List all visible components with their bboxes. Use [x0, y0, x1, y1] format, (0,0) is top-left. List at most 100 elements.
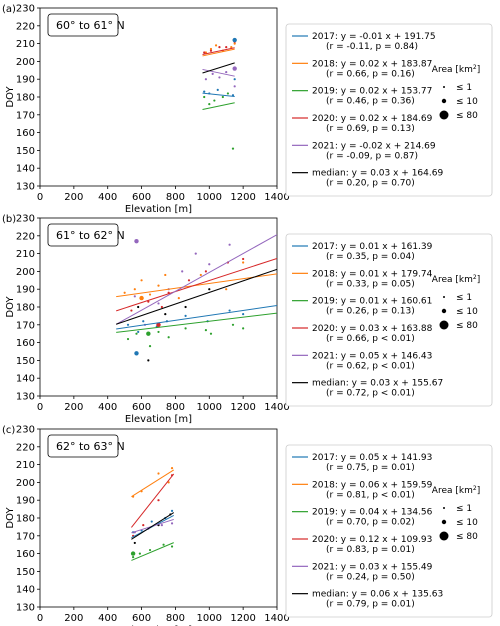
data-point-2021: [233, 85, 236, 88]
y-tick-label: 150: [16, 146, 35, 157]
panel-c: (c) 130 140 150 160 170 180 190 200 210 220 230 0 200…: [2, 425, 493, 626]
data-point-2017: [170, 509, 174, 512]
legend-box: [285, 233, 493, 407]
regression-line-2019: [202, 102, 235, 111]
area-legend-marker: [441, 308, 447, 314]
data-point-2018: [177, 297, 180, 300]
data-point-2018: [123, 291, 126, 294]
y-tick-label: 130: [16, 182, 35, 193]
legend-equation-2020: 2020: y = 0.12 x + 109.93: [312, 535, 432, 545]
area-legend-label: ≤ 80: [456, 321, 478, 331]
area-legend-marker: [441, 98, 447, 104]
data-point-2020: [242, 257, 245, 261]
regression-line-2017: [116, 304, 277, 330]
data-point-2020: [130, 309, 133, 312]
area-legend-label: ≤ 80: [456, 532, 478, 542]
data-point-2017: [184, 314, 187, 317]
data-point-2017: [150, 520, 153, 523]
legend-stats-2018: (r = 0.33, p = 0.05): [326, 279, 415, 289]
data-point-2017: [231, 94, 235, 97]
area-legend-title: Area [km2]: [432, 274, 480, 286]
x-axis-label: Elevation [m]: [125, 414, 192, 425]
data-point-2018: [199, 273, 202, 277]
legend-equation-2017: 2017: y = 0.05 x + 141.93: [312, 453, 432, 463]
area-legend-title: Area [km2]: [432, 64, 480, 76]
data-point-2019: [162, 543, 165, 546]
y-tick-label: 220: [16, 231, 35, 242]
data-point-2017: [242, 313, 245, 316]
data-point-large-2021: [232, 66, 237, 71]
region-label: 60° to 61° N: [56, 19, 125, 32]
legend-stats-2017: (r = -0.11, p = 0.84): [326, 42, 418, 52]
y-tick-label: 170: [16, 110, 35, 121]
regression-line-2020: [131, 473, 175, 528]
legend: 2017: y = -0.01 x + 191.75(r = -0.11, p …: [285, 23, 493, 197]
x-tick-label: 1400: [264, 613, 289, 624]
data-point-2019: [126, 337, 130, 341]
data-point-2018: [214, 44, 218, 47]
area-legend-label: ≤ 1: [456, 504, 472, 514]
x-tick-label: 0: [37, 192, 43, 203]
legend-equation-2018: 2018: y = 0.02 x + 183.87: [312, 59, 432, 69]
data-point-2017: [203, 90, 206, 93]
area-legend-label: ≤ 10: [456, 307, 478, 317]
y-tick-label: 150: [16, 567, 35, 578]
y-tick-label: 140: [16, 585, 35, 596]
data-point-2021: [160, 524, 163, 527]
x-tick-label: 1200: [230, 613, 255, 624]
data-point-2019: [231, 147, 235, 150]
y-tick-label: 220: [16, 21, 35, 32]
x-tick-label: 600: [132, 613, 151, 624]
data-point-2019: [138, 552, 141, 555]
x-tick-label: 1000: [197, 402, 222, 413]
legend-stats-2021: (r = 0.62, p < 0.01): [326, 361, 415, 371]
y-tick-label: 170: [16, 531, 35, 542]
data-point-2021: [225, 70, 228, 74]
legend-equation-2021: 2021: y = -0.02 x + 214.69: [312, 141, 436, 151]
data-point-2019: [132, 556, 135, 559]
data-point-median: [208, 288, 211, 291]
y-tick-label: 180: [16, 93, 35, 104]
legend-box: [285, 23, 493, 197]
data-point-2019: [167, 336, 170, 339]
legend-equation-2021: 2021: y = 0.05 x + 146.43: [312, 351, 432, 361]
regression-line-median: [131, 512, 175, 540]
area-legend-marker: [443, 296, 445, 298]
data-point-2021: [133, 295, 136, 298]
data-point-2021: [208, 263, 211, 266]
x-tick-label: 800: [166, 402, 185, 413]
plot-area: [202, 37, 237, 150]
data-point-large-2017: [134, 351, 139, 356]
area-legend-label: ≤ 10: [456, 518, 478, 528]
y-tick-label: 150: [16, 356, 35, 367]
plot-area: [115, 234, 277, 362]
y-tick-label: 200: [16, 57, 35, 68]
y-tick-label: 140: [16, 164, 35, 175]
data-point-2019: [184, 327, 187, 330]
y-tick-label: 230: [16, 214, 35, 225]
legend-stats-2020: (r = 0.69, p = 0.13): [326, 124, 415, 134]
data-point-2020: [209, 49, 213, 52]
legend-equation-2019: 2019: y = 0.01 x + 160.61: [312, 297, 432, 307]
x-tick-label: 600: [132, 402, 151, 413]
x-tick-label: 1000: [197, 192, 222, 203]
x-tick-label: 1400: [264, 402, 289, 413]
data-point-2018: [233, 42, 236, 45]
data-point-2019: [170, 545, 174, 548]
legend-equation-median: median: y = 0.03 x + 164.69: [312, 169, 443, 179]
legend-equation-2018: 2018: y = 0.06 x + 159.59: [312, 480, 433, 490]
x-tick-label: 1000: [197, 613, 222, 624]
area-legend-marker: [443, 86, 445, 88]
legend-stats-2018: (r = 0.66, p = 0.16): [326, 69, 415, 79]
y-tick-label: 210: [16, 39, 35, 50]
data-point-median: [184, 305, 187, 309]
legend-stats-2017: (r = 0.75, p = 0.01): [326, 463, 415, 473]
data-point-2018: [209, 47, 213, 51]
data-point-2018: [242, 261, 245, 264]
legend-stats-median: (r = 0.72, p < 0.01): [326, 389, 415, 399]
y-tick-label: 190: [16, 75, 35, 86]
data-point-2020: [203, 51, 206, 54]
data-point-2021: [211, 72, 214, 75]
data-point-2021: [181, 270, 184, 273]
data-point-2019: [203, 95, 206, 99]
